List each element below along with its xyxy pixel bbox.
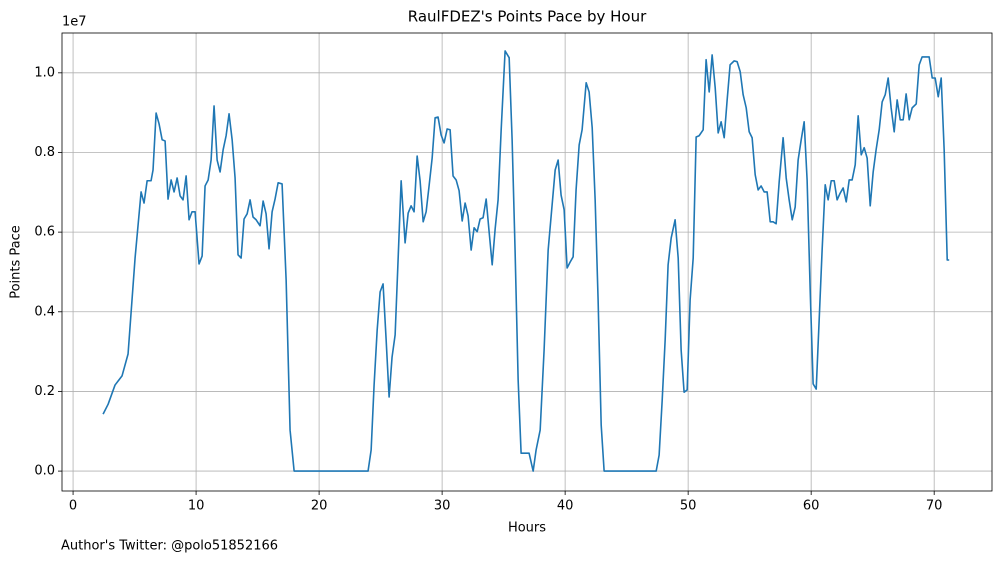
y-tick-label: 0.2 [34,384,55,399]
chart-title: RaulFDEZ's Points Pace by Hour [408,8,647,26]
data-line [102,50,950,472]
y-tick-label: 0.8 [34,145,55,160]
x-tick-label: 20 [311,499,328,514]
y-tick-label: 1.0 [34,65,55,80]
x-tick-label: 60 [803,499,820,514]
y-axis-label: Points Pace [9,225,24,299]
x-tick-label: 40 [557,499,574,514]
y-offset-label: 1e7 [62,15,87,30]
x-tick-label: 0 [69,499,77,514]
footnote: Author's Twitter: @polo51852166 [61,539,278,554]
x-tick-label: 50 [680,499,697,514]
x-tick-label: 30 [434,499,451,514]
y-tick-label: 0.6 [34,225,55,240]
plot-frame [61,32,993,492]
x-axis-label: Hours [508,521,546,536]
x-tick-label: 70 [926,499,943,514]
x-tick-label: 10 [188,499,205,514]
y-tick-label: 0.4 [34,304,55,319]
y-tick-label: 0.0 [34,464,55,479]
